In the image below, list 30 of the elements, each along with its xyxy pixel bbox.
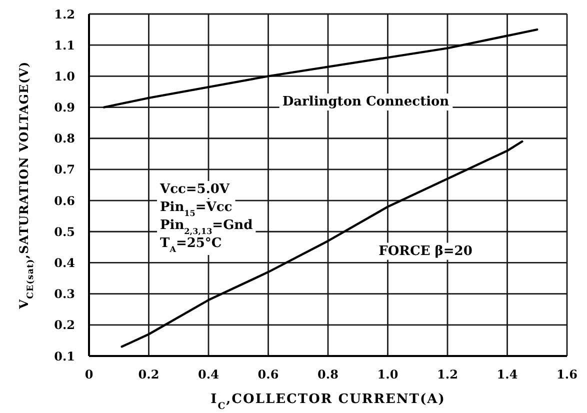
x-tick-label: 1.2 (437, 368, 458, 382)
annotation: Pin$_{2,3,13}$=Gnd (160, 218, 253, 236)
annotation: T$_{A}$=25°C (160, 236, 222, 254)
x-tick-label: 0 (84, 368, 94, 382)
annotation: Vcc=5.0V (159, 182, 230, 197)
x-tick-label: 0.6 (258, 368, 279, 382)
text: FORCE β=20 (378, 244, 472, 259)
annotation: Pin$_{15}$=Vcc (160, 200, 232, 218)
x-axis-title: I$_{C}$,COLLECTOR CURRENT(A) (210, 392, 446, 412)
y-tick-label: 1.2 (54, 7, 75, 22)
y-tick-label: 0.6 (54, 194, 75, 208)
y-tick-label: 0.2 (54, 318, 75, 332)
x-tick-label: 0.4 (198, 368, 219, 382)
y-tick-label: 0.8 (54, 132, 75, 146)
y-tick-label: 0.1 (54, 349, 75, 364)
x-tick-label: 0.2 (138, 368, 160, 382)
x-tick-label: 1.6 (556, 368, 578, 382)
y-tick-label: 0.5 (54, 224, 75, 239)
y-tick-label: 0.9 (54, 100, 75, 115)
line-series (102, 28, 538, 108)
y-tick-label: 1.0 (54, 69, 75, 84)
x-tick-label: 1.0 (377, 368, 398, 382)
series-label: Darlington Connection (282, 94, 450, 110)
x-tick-label: 1.4 (496, 368, 518, 382)
y-tick-label: 0.4 (54, 256, 75, 270)
y-tick-label: 0.3 (54, 287, 75, 302)
y-tick-label: 1.1 (54, 38, 75, 52)
line-series (120, 140, 524, 348)
x-tick-label: 0.8 (318, 368, 338, 382)
y-tick-label: 0.7 (54, 162, 75, 177)
